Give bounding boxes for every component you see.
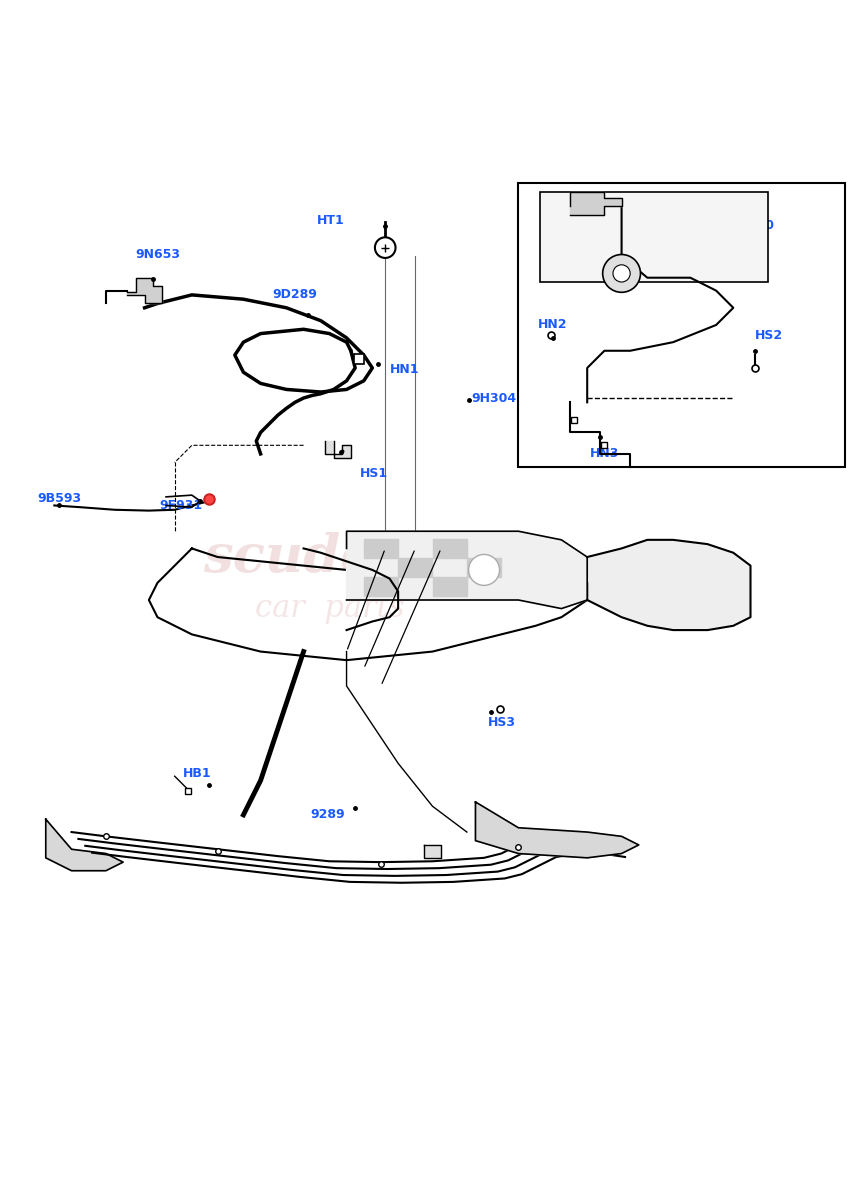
Circle shape — [375, 238, 395, 258]
Polygon shape — [127, 277, 162, 304]
Bar — [432, 539, 467, 558]
Text: 9H304: 9H304 — [471, 391, 516, 404]
Polygon shape — [325, 442, 351, 458]
Text: HN1: HN1 — [389, 364, 419, 376]
Bar — [540, 192, 767, 282]
Bar — [467, 558, 501, 577]
Text: HN2: HN2 — [538, 318, 567, 331]
Bar — [398, 558, 432, 577]
Circle shape — [613, 265, 631, 282]
Circle shape — [603, 254, 640, 293]
Text: HB1: HB1 — [183, 767, 212, 780]
Text: HS1: HS1 — [360, 467, 388, 480]
Bar — [518, 184, 845, 467]
Circle shape — [469, 554, 499, 586]
Text: 9F972: 9F972 — [653, 193, 696, 206]
Text: HT1: HT1 — [317, 214, 345, 227]
Text: 9D280: 9D280 — [729, 220, 774, 232]
Bar — [364, 539, 398, 558]
Text: 9D289: 9D289 — [272, 288, 317, 301]
Text: HN3: HN3 — [590, 448, 619, 460]
Bar — [432, 577, 467, 595]
Polygon shape — [476, 802, 638, 858]
Text: car  parts: car parts — [254, 593, 404, 624]
Polygon shape — [570, 192, 622, 215]
Polygon shape — [347, 532, 587, 608]
Text: 9F931: 9F931 — [159, 499, 202, 512]
Text: HS3: HS3 — [489, 715, 516, 728]
Bar — [364, 577, 398, 595]
Text: 9289: 9289 — [311, 808, 345, 821]
Text: 9B593: 9B593 — [37, 492, 81, 505]
Text: HS2: HS2 — [755, 329, 783, 342]
Polygon shape — [424, 845, 441, 858]
Polygon shape — [46, 820, 123, 871]
Text: 9N653: 9N653 — [135, 247, 180, 260]
Polygon shape — [587, 540, 751, 630]
Text: scuderia: scuderia — [203, 532, 456, 582]
